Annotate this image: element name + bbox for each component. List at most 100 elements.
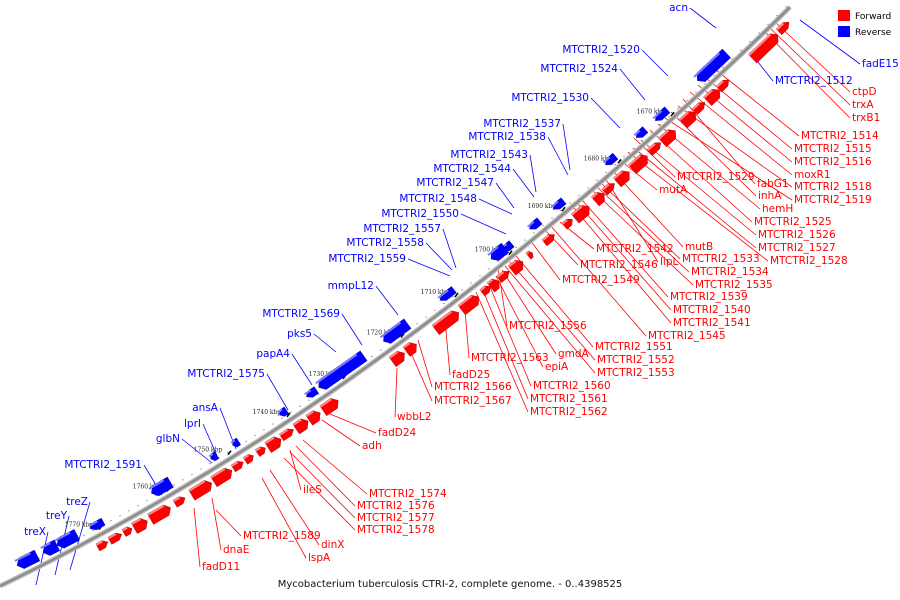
reverse-gene-highlight: [437, 289, 449, 299]
minor-tick: [758, 32, 760, 34]
forward-gene-highlight: [591, 192, 598, 199]
minor-tick: [461, 289, 463, 291]
connector-line: [313, 333, 337, 353]
gene-label-ansa: ansA: [192, 402, 219, 414]
forward-gene-highlight: [716, 80, 724, 88]
gene-label-mtctri2-1569: MTCTRI2_1569: [262, 308, 340, 320]
forward-gene-highlight: [508, 260, 517, 268]
tick-label: 1710 kbp: [421, 289, 450, 296]
connector-line: [193, 507, 201, 568]
backbone-line: [0, 6, 791, 588]
minor-tick: [380, 349, 382, 351]
forward-gene-highlight: [679, 111, 690, 121]
reverse-gene: [490, 242, 510, 261]
connector-line: [504, 265, 596, 374]
gene-label-mtctri2-1541: MTCTRI2_1541: [673, 317, 751, 329]
tick-label: 1720 kbp: [367, 329, 396, 336]
forward-gene-highlight: [613, 170, 623, 180]
tick-label: 1750 kbp: [194, 447, 223, 454]
connector-line: [547, 136, 569, 176]
legend: Forward Reverse: [838, 10, 892, 38]
gene-label-mtctri2-1563: MTCTRI2_1563: [471, 352, 549, 364]
minor-tick: [245, 440, 247, 442]
tick-label: 1760 kbp: [133, 483, 162, 490]
minor-tick: [749, 41, 751, 43]
minor-tick: [587, 187, 589, 189]
connector-line: [689, 7, 717, 29]
forward-gene-highlight: [601, 183, 610, 191]
forward-gene-highlight: [231, 461, 239, 467]
gene-label-mtctri2-1527: MTCTRI2_1527: [758, 242, 836, 254]
reverse-gene: [232, 437, 242, 448]
gene-label-mtctri2-1558: MTCTRI2_1558: [346, 237, 424, 249]
gene-label-mtctri2-1514: MTCTRI2_1514: [801, 130, 879, 142]
tick-mark: [561, 206, 566, 212]
forward-gene-highlight: [776, 22, 785, 31]
forward-gene-highlight: [647, 143, 656, 152]
tick-label: 1740 kbp: [253, 409, 282, 416]
connector-line: [577, 203, 672, 311]
connector-line: [487, 281, 532, 387]
gene-label-mtctri2-1548: MTCTRI2_1548: [399, 193, 477, 205]
reverse-gene-highlight: [527, 220, 535, 228]
minor-tick: [119, 515, 121, 517]
forward-gene-highlight: [264, 436, 275, 445]
gene-label-mtctri2-1545: MTCTRI2_1545: [648, 330, 726, 342]
forward-gene-highlight: [692, 102, 700, 111]
tick-label: 1700 kbp: [475, 247, 504, 254]
minor-tick: [695, 91, 697, 93]
gene-label-fadd11: fadD11: [202, 561, 240, 573]
connector-line: [261, 477, 307, 559]
minor-tick: [578, 194, 580, 197]
reverse-gene-highlight: [148, 479, 165, 490]
connector-line: [394, 367, 398, 418]
connector-line: [509, 261, 596, 361]
forward-gene-highlight: [487, 278, 494, 285]
gene-label-fadd24: fadD24: [378, 427, 417, 439]
connector-line: [715, 69, 800, 137]
gene-label-mtctri2-1537: MTCTRI2_1537: [483, 118, 561, 130]
connector-line: [215, 509, 242, 537]
reverse-gene-highlight: [54, 531, 71, 542]
reverse-gene-highlight: [652, 110, 663, 120]
gene-label-pks5: pks5: [287, 328, 312, 340]
minor-tick: [515, 246, 517, 248]
legend-label-reverse: Reverse: [855, 28, 892, 38]
forward-gene-highlight: [402, 342, 411, 349]
connector-line: [478, 198, 513, 215]
gene-label-mtctri2-1577: MTCTRI2_1577: [357, 512, 435, 524]
connector-line: [664, 117, 793, 201]
connector-line: [689, 91, 793, 176]
reverse-gene: [636, 126, 649, 138]
forward-gene-highlight: [658, 129, 670, 140]
forward-gene-highlight: [748, 33, 772, 56]
forward-gene-highlight: [243, 454, 250, 460]
connector-line: [515, 255, 594, 348]
forward-gene-highlight: [210, 468, 226, 479]
gene-label-mmpl12: mmpL12: [328, 280, 374, 292]
minor-tick: [137, 505, 139, 507]
reverse-gene-highlight: [88, 520, 98, 527]
gene-label-mtctri2-1557: MTCTRI2_1557: [363, 223, 441, 235]
gene-label-trxb1: trxB1: [852, 112, 880, 124]
tick-mark: [508, 250, 513, 256]
connector-line: [375, 285, 399, 316]
connector-line: [269, 469, 320, 546]
gene-label-mtctri2-1534: MTCTRI2_1534: [691, 266, 769, 278]
forward-gene-highlight: [305, 410, 314, 418]
minor-tick: [605, 171, 607, 173]
gene-label-mtctri2-1515: MTCTRI2_1515: [794, 143, 872, 155]
connector-line: [640, 139, 757, 236]
genome-backbone: [0, 5, 792, 589]
connector-line: [295, 445, 356, 507]
minor-tick: [452, 296, 454, 298]
gene-label-mtctri2-1551: MTCTRI2_1551: [595, 341, 673, 353]
forward-gene: [402, 342, 417, 357]
gene-label-lpri: lprI: [184, 418, 201, 430]
connector-line: [69, 501, 91, 571]
gene-label-fabg1: fabG1: [757, 178, 789, 190]
minor-tick: [128, 510, 130, 512]
minor-tick: [470, 282, 472, 284]
reverse-gene-highlight: [40, 542, 51, 549]
gene-label-dnae: dnaE: [223, 544, 249, 556]
